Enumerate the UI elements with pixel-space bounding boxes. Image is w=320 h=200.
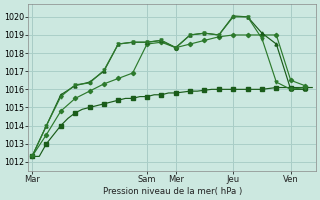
X-axis label: Pression niveau de la mer( hPa ): Pression niveau de la mer( hPa ): [102, 187, 242, 196]
